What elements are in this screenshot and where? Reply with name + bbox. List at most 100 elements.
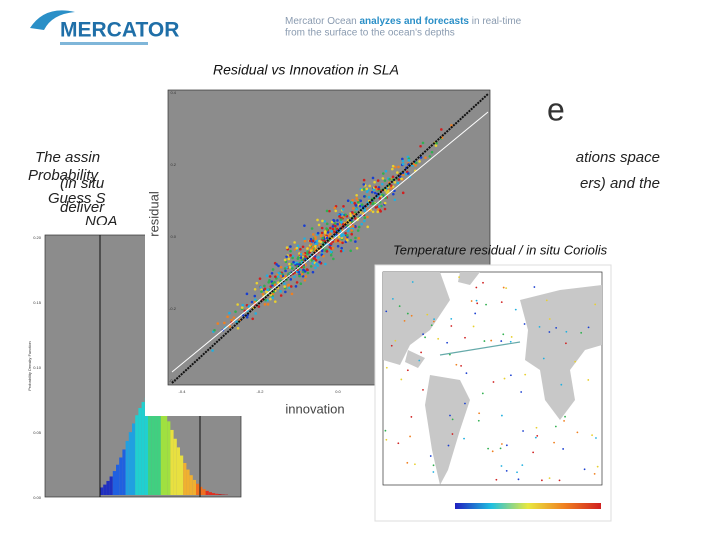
- scatter-point: [288, 262, 291, 266]
- scatter-point: [266, 288, 269, 291]
- map-point: [400, 378, 403, 381]
- map-point: [449, 414, 451, 417]
- scatter-point: [317, 223, 321, 227]
- map-point: [553, 441, 555, 444]
- scatter-point: [397, 178, 401, 181]
- scatter-point: [346, 219, 350, 222]
- scatter-point: [359, 199, 363, 203]
- scatter-point: [340, 213, 344, 216]
- map-point: [432, 464, 435, 467]
- scatter-point: [376, 208, 380, 211]
- map-point: [451, 418, 454, 421]
- map-point: [429, 455, 432, 457]
- scatter-point: [234, 310, 237, 313]
- map-point: [595, 437, 597, 439]
- scatter-point: [263, 303, 267, 306]
- scatter-point: [391, 185, 395, 188]
- scatter-point: [269, 297, 272, 301]
- scatter-point: [274, 275, 277, 278]
- map-point: [394, 339, 397, 342]
- scatter-point: [213, 328, 216, 332]
- scatter-point: [296, 244, 300, 248]
- scatter-point: [251, 317, 255, 321]
- map-point: [398, 305, 401, 308]
- land: [458, 272, 480, 285]
- scatter-point: [302, 268, 305, 272]
- body-text: Guess S: [48, 190, 106, 207]
- scatter-point: [306, 252, 309, 256]
- y-tick-label: -0.4: [169, 378, 177, 383]
- scatter-point: [309, 243, 313, 246]
- scatter-point: [336, 222, 339, 226]
- scatter-point: [400, 177, 403, 181]
- histogram-bar: [106, 480, 110, 495]
- scatter-point: [313, 257, 316, 260]
- map-point: [463, 437, 465, 440]
- header: MERCATOR Mercator Ocean analyzes and for…: [30, 10, 522, 45]
- scatter-point: [374, 206, 378, 209]
- track: [439, 341, 521, 356]
- scatter-point: [389, 184, 393, 187]
- map-point: [406, 312, 409, 315]
- scatter-point: [424, 156, 427, 159]
- body-text: ations space: [576, 149, 660, 166]
- map-point: [522, 430, 524, 432]
- scatter-point: [401, 157, 404, 161]
- scatter-point: [253, 287, 257, 291]
- scatter-point: [332, 257, 335, 261]
- map-point: [472, 325, 475, 328]
- map-point: [397, 442, 400, 445]
- histogram-bar: [135, 415, 139, 495]
- map-point: [409, 435, 411, 438]
- scatter-point: [336, 239, 340, 242]
- scatter-point: [320, 231, 324, 235]
- map-point: [447, 444, 450, 447]
- scatter-point: [226, 315, 229, 319]
- scatter-point: [228, 311, 231, 315]
- scatter-point: [293, 241, 296, 244]
- scatter-point: [393, 165, 397, 169]
- scatter-point: [337, 235, 341, 239]
- scatter-point: [363, 195, 366, 198]
- map-point: [410, 416, 413, 418]
- scatter-point: [356, 229, 360, 232]
- scatter-point: [351, 198, 354, 202]
- scatter-point: [228, 325, 232, 328]
- scatter-point: [315, 239, 319, 243]
- histogram-bar: [122, 449, 126, 495]
- map-point: [594, 303, 597, 306]
- scatter-point: [430, 150, 434, 154]
- scatter-point: [325, 236, 329, 240]
- scatter-point: [331, 246, 335, 250]
- x-label: innovation: [285, 401, 344, 416]
- scatter-point: [314, 235, 317, 239]
- scatter-point: [299, 282, 303, 285]
- scatter-point: [450, 124, 453, 127]
- scatter-point: [351, 224, 355, 228]
- scatter-point: [310, 259, 313, 262]
- scatter-point: [289, 254, 292, 257]
- scatter-point: [354, 240, 357, 243]
- histogram-bar: [183, 462, 187, 495]
- map-point: [524, 373, 527, 376]
- scatter-point: [334, 240, 338, 243]
- y-label: Probability Density Function: [27, 341, 32, 391]
- scatter-point: [288, 286, 291, 290]
- histogram-bar: [148, 395, 152, 495]
- map-point: [475, 286, 478, 289]
- scatter-point: [407, 158, 411, 162]
- colorbar: [455, 503, 601, 509]
- map-point: [418, 359, 421, 362]
- histogram-bar: [128, 432, 132, 495]
- scatter-point: [247, 305, 251, 308]
- scatter-point: [321, 219, 324, 223]
- scatter-point: [268, 278, 271, 282]
- scatter-point: [331, 225, 335, 228]
- scatter-point: [346, 234, 349, 237]
- land: [383, 272, 450, 365]
- scatter-point: [384, 169, 388, 173]
- scatter-point: [419, 156, 423, 159]
- scatter-point: [371, 210, 375, 214]
- map-point: [406, 461, 409, 464]
- tagline-start: Mercator Ocean: [285, 16, 359, 27]
